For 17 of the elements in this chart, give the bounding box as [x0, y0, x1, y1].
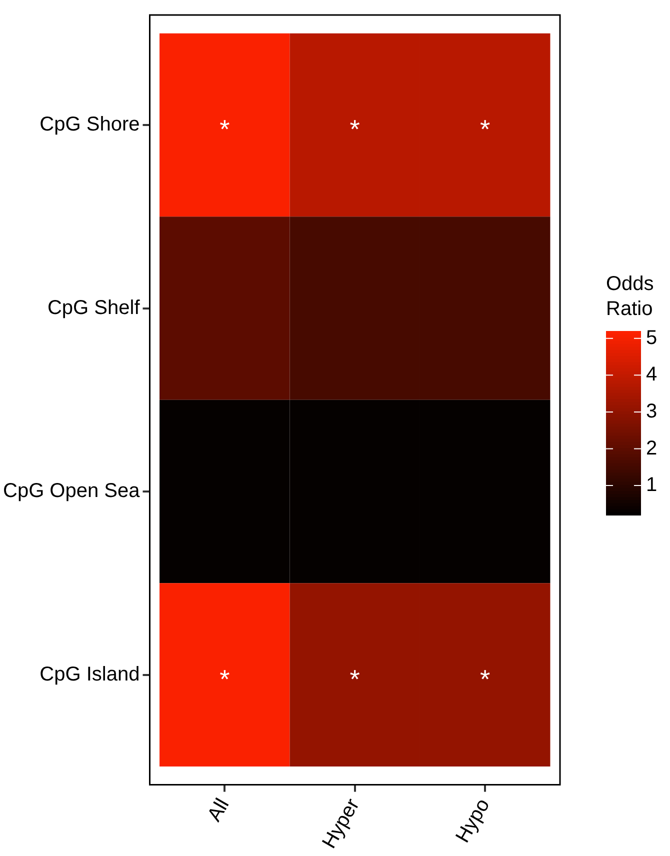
data-label: * — [350, 114, 360, 144]
color-bar-title: Odds Ratio — [606, 273, 654, 320]
y-tick-label: CpG Island — [40, 663, 140, 686]
color-bar-label: 5 — [646, 326, 658, 349]
y-tick-label: CpG Shelf — [47, 296, 140, 319]
data-label: * — [480, 114, 490, 144]
color-bar-label: 2 — [646, 437, 658, 460]
data-label: * — [480, 664, 490, 694]
y-tick-label: CpG Open Sea — [3, 480, 141, 502]
color-bar-label: 1 — [646, 474, 658, 496]
color-bar-label: 3 — [646, 400, 658, 422]
data-label: * — [220, 664, 230, 694]
color-bar-label: 4 — [646, 364, 658, 386]
data-label: * — [220, 114, 230, 144]
y-tick-label: CpG Shore — [40, 113, 140, 136]
data-label: * — [350, 664, 360, 694]
x-tick-label: All — [204, 795, 234, 826]
